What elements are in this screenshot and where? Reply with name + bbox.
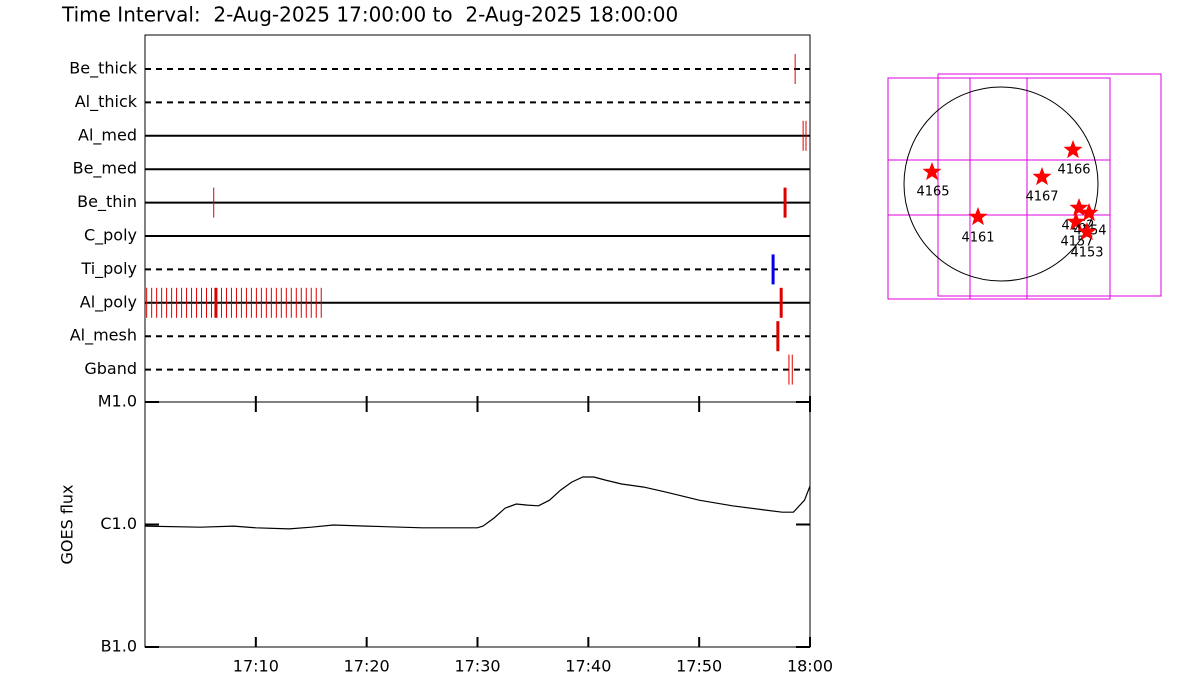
region-label: 4167 (1025, 190, 1058, 205)
row-label: Gband (84, 359, 137, 378)
row-label: Be_thin (77, 192, 137, 212)
region-label: 4166 (1057, 163, 1090, 178)
y-tick-label: M1.0 (98, 392, 137, 411)
region-star (1079, 203, 1099, 222)
region-label: 4153 (1070, 246, 1103, 261)
row-label: Ti_poly (80, 259, 137, 279)
fov-boxes (887, 73, 1162, 300)
solar-limb (903, 86, 1099, 282)
region-star (968, 207, 988, 226)
x-tick-label: 18:00 (787, 657, 833, 676)
fov-box (937, 73, 1162, 297)
x-tick-label: 17:50 (676, 657, 722, 676)
region-label: 4157 (1060, 235, 1093, 250)
row-label: Al_thick (75, 92, 138, 112)
x-tick-label: 17:40 (565, 657, 611, 676)
x-tick-label: 17:30 (454, 657, 500, 676)
y-tick-label: B1.0 (101, 637, 137, 656)
region-star (1066, 212, 1086, 231)
goes-curve (144, 476, 811, 530)
goes-frame (144, 401, 811, 648)
region-label: 4165 (916, 185, 949, 200)
row-label: Be_med (73, 159, 137, 179)
y-tick-label: C1.0 (100, 514, 137, 533)
row-label: Al_med (78, 125, 137, 145)
region-star (922, 162, 942, 181)
x-tick-label: 17:10 (233, 657, 279, 676)
region-star (1069, 198, 1089, 217)
row-label: Al_mesh (70, 326, 137, 346)
row-label: Al_poly (80, 292, 137, 312)
region-label: 4161 (961, 231, 994, 246)
fov-box (887, 77, 1111, 300)
region-star (1077, 222, 1097, 241)
row-label: C_poly (84, 226, 137, 246)
y-axis-label: GOES flux (58, 484, 77, 564)
timeline-frame (144, 34, 811, 403)
title: Time Interval: 2-Aug-2025 17:00:00 to 2-… (61, 3, 678, 27)
region-star (1063, 140, 1083, 159)
x-tick-label: 17:20 (344, 657, 390, 676)
row-label: Be_thick (69, 59, 137, 79)
region-star (1032, 167, 1052, 186)
